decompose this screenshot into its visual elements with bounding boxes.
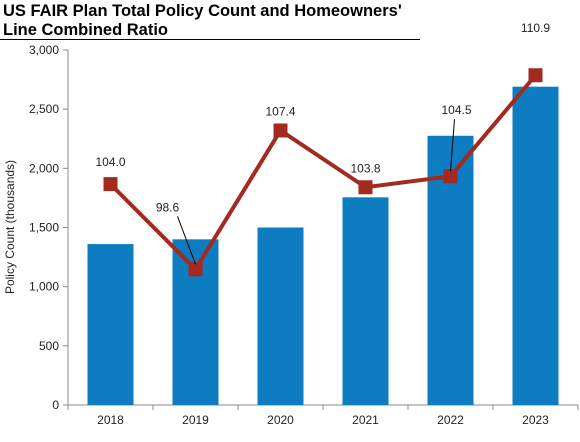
data-label: 107.4 bbox=[265, 104, 295, 118]
ratio-line bbox=[109, 73, 538, 272]
ratio-marker bbox=[188, 262, 203, 277]
data-label: 103.8 bbox=[350, 161, 380, 175]
y-tick-label: 2,500 bbox=[29, 102, 59, 116]
ratio-marker bbox=[358, 180, 373, 195]
bar bbox=[257, 227, 304, 405]
x-tick-label: 2022 bbox=[437, 413, 464, 427]
y-tick-label: 2,000 bbox=[29, 161, 59, 175]
x-tick-label: 2021 bbox=[352, 413, 379, 427]
data-label: 98.6 bbox=[156, 200, 180, 214]
data-label: 110.9 bbox=[521, 21, 550, 35]
data-label: 104.5 bbox=[441, 103, 471, 117]
y-tick-label: 0 bbox=[52, 398, 59, 412]
ratio-marker bbox=[528, 68, 543, 83]
bar bbox=[342, 197, 389, 405]
data-label: 104.0 bbox=[95, 155, 125, 169]
x-tick-label: 2019 bbox=[182, 413, 209, 427]
bar-series bbox=[87, 86, 559, 405]
y-tick-label: 1,000 bbox=[29, 280, 59, 294]
y-tick-label: 3,000 bbox=[29, 43, 59, 57]
x-tick-label: 2018 bbox=[97, 413, 124, 427]
y-axis-title: Policy Count (thousands) bbox=[3, 160, 17, 294]
data-labels: 104.0 98.6 107.4 103.8 104.5 110.9 bbox=[95, 21, 550, 265]
title-underline bbox=[0, 39, 420, 40]
x-tick-label: 2020 bbox=[267, 413, 294, 427]
y-axis: 0 500 1,000 1,500 2,000 2,500 3,000 bbox=[29, 43, 69, 412]
label-leader-line bbox=[450, 119, 455, 172]
y-tick-label: 1,500 bbox=[29, 221, 59, 235]
x-axis: 2018 2019 2020 2021 2022 2023 bbox=[67, 404, 579, 427]
line-series bbox=[103, 68, 543, 277]
bar bbox=[87, 244, 134, 405]
y-tick-label: 500 bbox=[39, 339, 59, 353]
chart-title: US FAIR Plan Total Policy Count and Home… bbox=[3, 2, 402, 39]
ratio-marker bbox=[103, 177, 118, 192]
bar bbox=[512, 86, 559, 405]
label-leader-line bbox=[177, 216, 196, 265]
x-tick-label: 2023 bbox=[522, 413, 549, 427]
ratio-marker bbox=[273, 123, 288, 138]
ratio-marker bbox=[443, 169, 458, 184]
